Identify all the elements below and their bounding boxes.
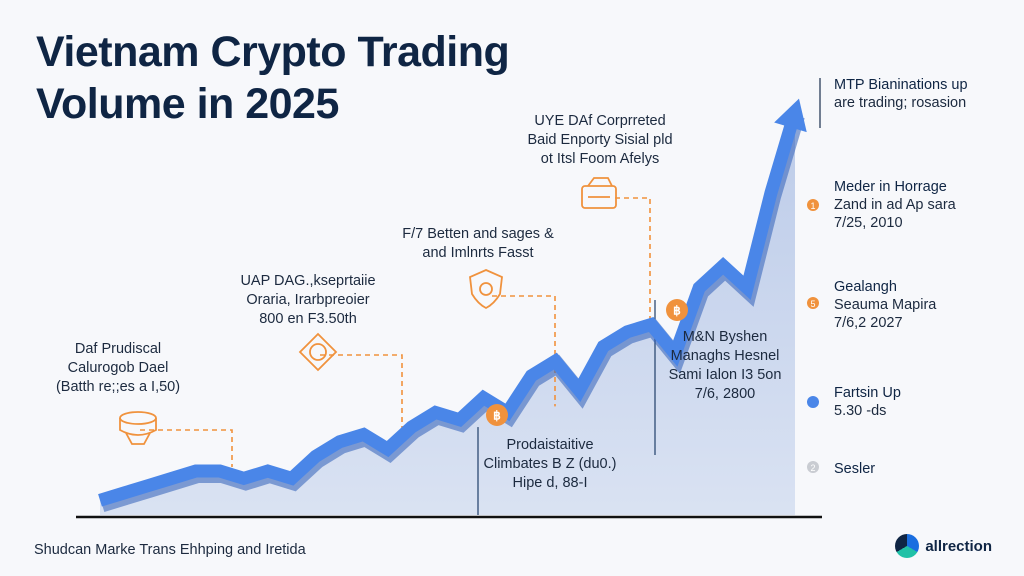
annotation-2-label: UAP DAG.,kseprtaiie Oraria, Irarbpreoier 8…	[240, 273, 376, 327]
timeline-item-5: Sesler	[834, 461, 876, 477]
annotation-4-label: UYE DAf Corprreted Baid Enporty Sisial pl…	[527, 113, 673, 167]
coin-stack-icon	[119, 411, 157, 445]
diamond-coin-icon	[298, 332, 338, 372]
page-title: Vietnam Crypto Trading Volume in 2025	[36, 26, 510, 130]
svg-text:฿: ฿	[493, 409, 501, 423]
title-line-2: Volume in 2025	[36, 80, 339, 128]
bitcoin-icon: ฿	[486, 404, 508, 426]
shield-icon	[469, 269, 503, 310]
annotation-connector	[615, 197, 651, 327]
annotation-connector	[140, 429, 233, 468]
timeline-marker-3	[807, 396, 819, 408]
annotation-1-label: Daf Prudiscal Calurogob Dael (Batth re;;es…	[55, 341, 181, 395]
brand[interactable]: allrection	[895, 534, 992, 558]
timeline-item-2: Meder in Horrage Zand in ad Ap sara 7/25, …	[834, 179, 956, 231]
volume-line	[98, 110, 802, 507]
brand-name: allrection	[925, 537, 992, 555]
wallet-icon	[581, 177, 617, 209]
timeline-marker-1	[807, 199, 819, 211]
annotation-3-label: F/7 Betten and sages & and Imlnrts Fasst	[402, 226, 554, 261]
annotation-6-label: M&N Byshen Managhs Hesnel Sami Ialon I3 5o…	[668, 329, 782, 402]
annotation-connector	[320, 354, 403, 429]
timeline-item-3: Gealangh Seauma Mapira 7/6,2 2027	[834, 279, 937, 331]
timeline-item-4: Fartsin Up 5.30 -ds	[834, 385, 901, 419]
annotation-5-label: Prodaistaitive Climbates B Z (du0.) Hipe d…	[483, 437, 617, 491]
timeline-item-1: MTP Bianinations up are trading; rosasion	[834, 77, 968, 111]
brand-logo-icon	[895, 534, 920, 558]
timeline-marker-4	[807, 461, 819, 473]
timeline-marker-1-text: 1	[810, 201, 815, 211]
bitcoin-icon: ฿	[666, 299, 688, 321]
volume-area	[100, 111, 795, 515]
title-line-1: Vietnam Crypto Trading	[36, 28, 510, 76]
footer-caption: Shudcan Marke Trans Ehhping and Iretida	[34, 542, 306, 558]
timeline-marker-2-text: 5	[810, 299, 815, 309]
trend-arrow-icon	[774, 98, 807, 133]
svg-text:฿: ฿	[673, 304, 681, 318]
timeline-marker-4-text: 2	[810, 463, 815, 473]
timeline-marker-2	[807, 297, 819, 309]
